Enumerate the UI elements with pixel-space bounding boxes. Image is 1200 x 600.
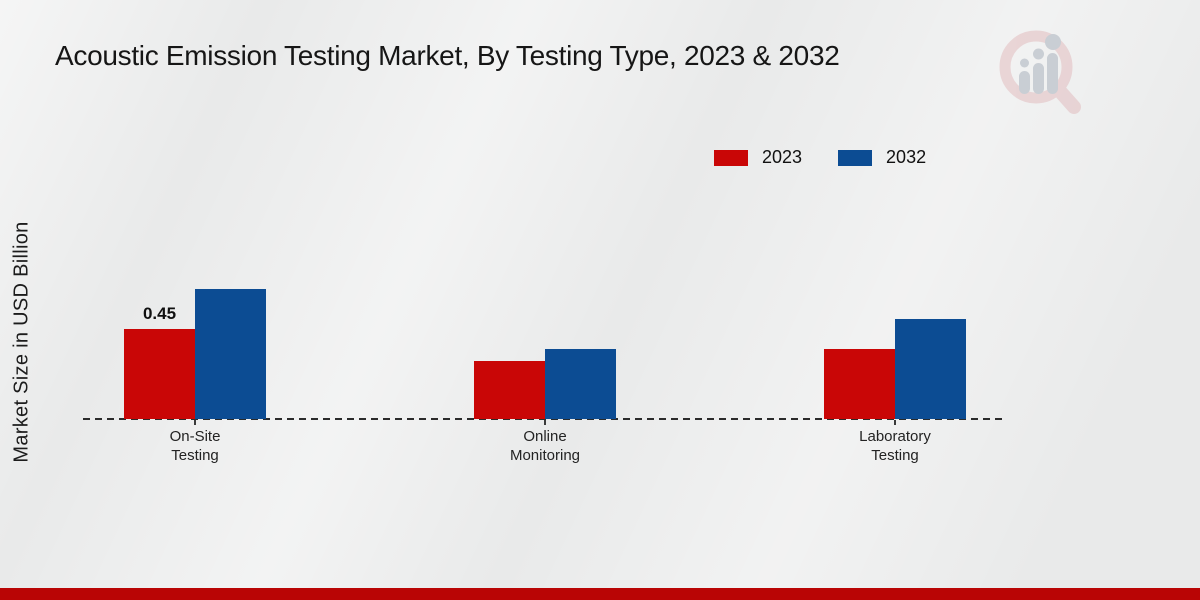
legend-item-2023: 2023 — [714, 147, 802, 168]
legend: 2023 2032 — [714, 147, 926, 168]
x-axis-tick-1 — [544, 420, 546, 425]
footer-accent-bar — [0, 588, 1200, 600]
legend-swatch-2023 — [714, 149, 748, 166]
legend-item-2032: 2032 — [838, 147, 926, 168]
market-research-magnifier-logo — [999, 30, 1081, 114]
x-axis-tick-2 — [894, 420, 896, 425]
category-label-1: Online Monitoring — [509, 428, 581, 464]
bar-2023-group-1 — [474, 361, 545, 419]
legend-label-2023: 2023 — [762, 147, 803, 167]
category-label-0: On-Site Testing — [169, 428, 221, 464]
x-axis-dashed-line — [83, 418, 1007, 420]
bar-value-label: 0.45 — [142, 304, 177, 323]
x-axis-tick-0 — [194, 420, 196, 425]
category-label-2: Laboratory Testing — [859, 428, 931, 464]
bar-2032-group-0 — [195, 289, 266, 419]
bar-2032-group-2 — [895, 319, 966, 419]
legend-swatch-2032 — [838, 149, 873, 166]
bar-2023-group-0 — [124, 329, 195, 419]
bar-2032-group-1 — [545, 349, 616, 419]
chart-title: Acoustic Emission Testing Market, By Tes… — [55, 40, 840, 71]
bar-2023-group-2 — [824, 349, 895, 419]
legend-label-2032: 2032 — [886, 147, 927, 167]
